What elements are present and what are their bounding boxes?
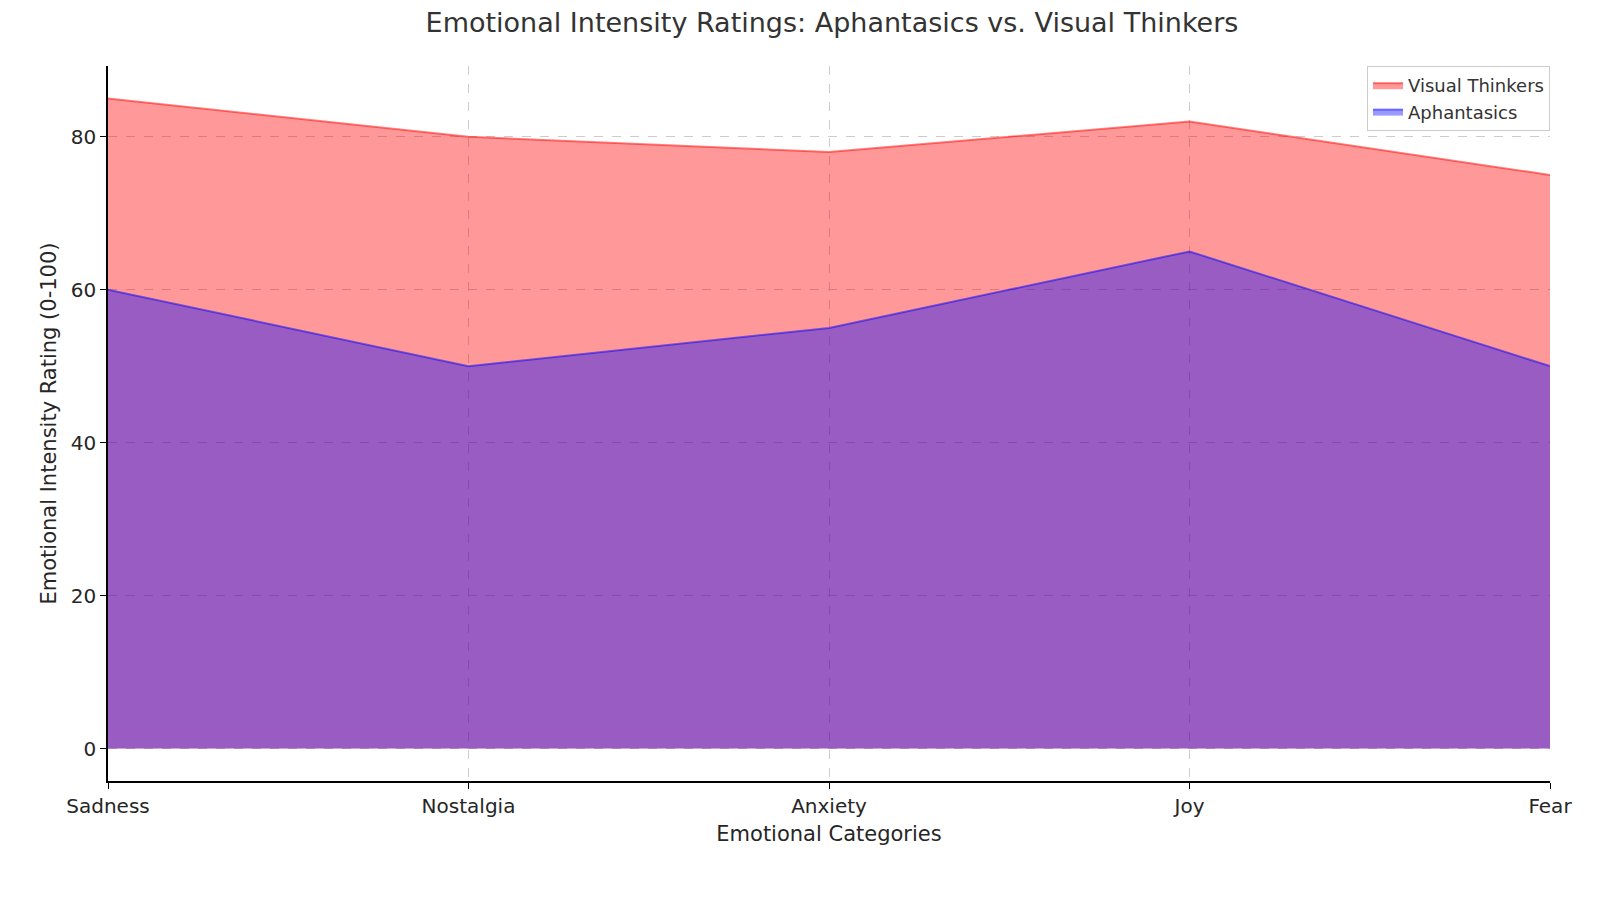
svg-text:Emotional Intensity Ratings: A: Emotional Intensity Ratings: Aphantasics… bbox=[426, 7, 1239, 38]
svg-text:Nostalgia: Nostalgia bbox=[422, 794, 516, 818]
svg-text:Visual Thinkers: Visual Thinkers bbox=[1408, 75, 1544, 96]
svg-text:Fear: Fear bbox=[1528, 794, 1572, 818]
svg-text:Emotional Categories: Emotional Categories bbox=[716, 822, 941, 846]
svg-text:20: 20 bbox=[71, 584, 96, 608]
svg-text:Aphantasics: Aphantasics bbox=[1408, 102, 1517, 123]
svg-text:Sadness: Sadness bbox=[66, 794, 149, 818]
svg-text:Anxiety: Anxiety bbox=[791, 794, 867, 818]
svg-text:0: 0 bbox=[84, 737, 97, 761]
svg-text:Emotional Intensity Rating (0-: Emotional Intensity Rating (0-100) bbox=[37, 242, 61, 604]
svg-text:60: 60 bbox=[71, 278, 96, 302]
svg-text:40: 40 bbox=[71, 431, 96, 455]
svg-text:80: 80 bbox=[71, 125, 96, 149]
svg-text:Joy: Joy bbox=[1173, 794, 1205, 818]
